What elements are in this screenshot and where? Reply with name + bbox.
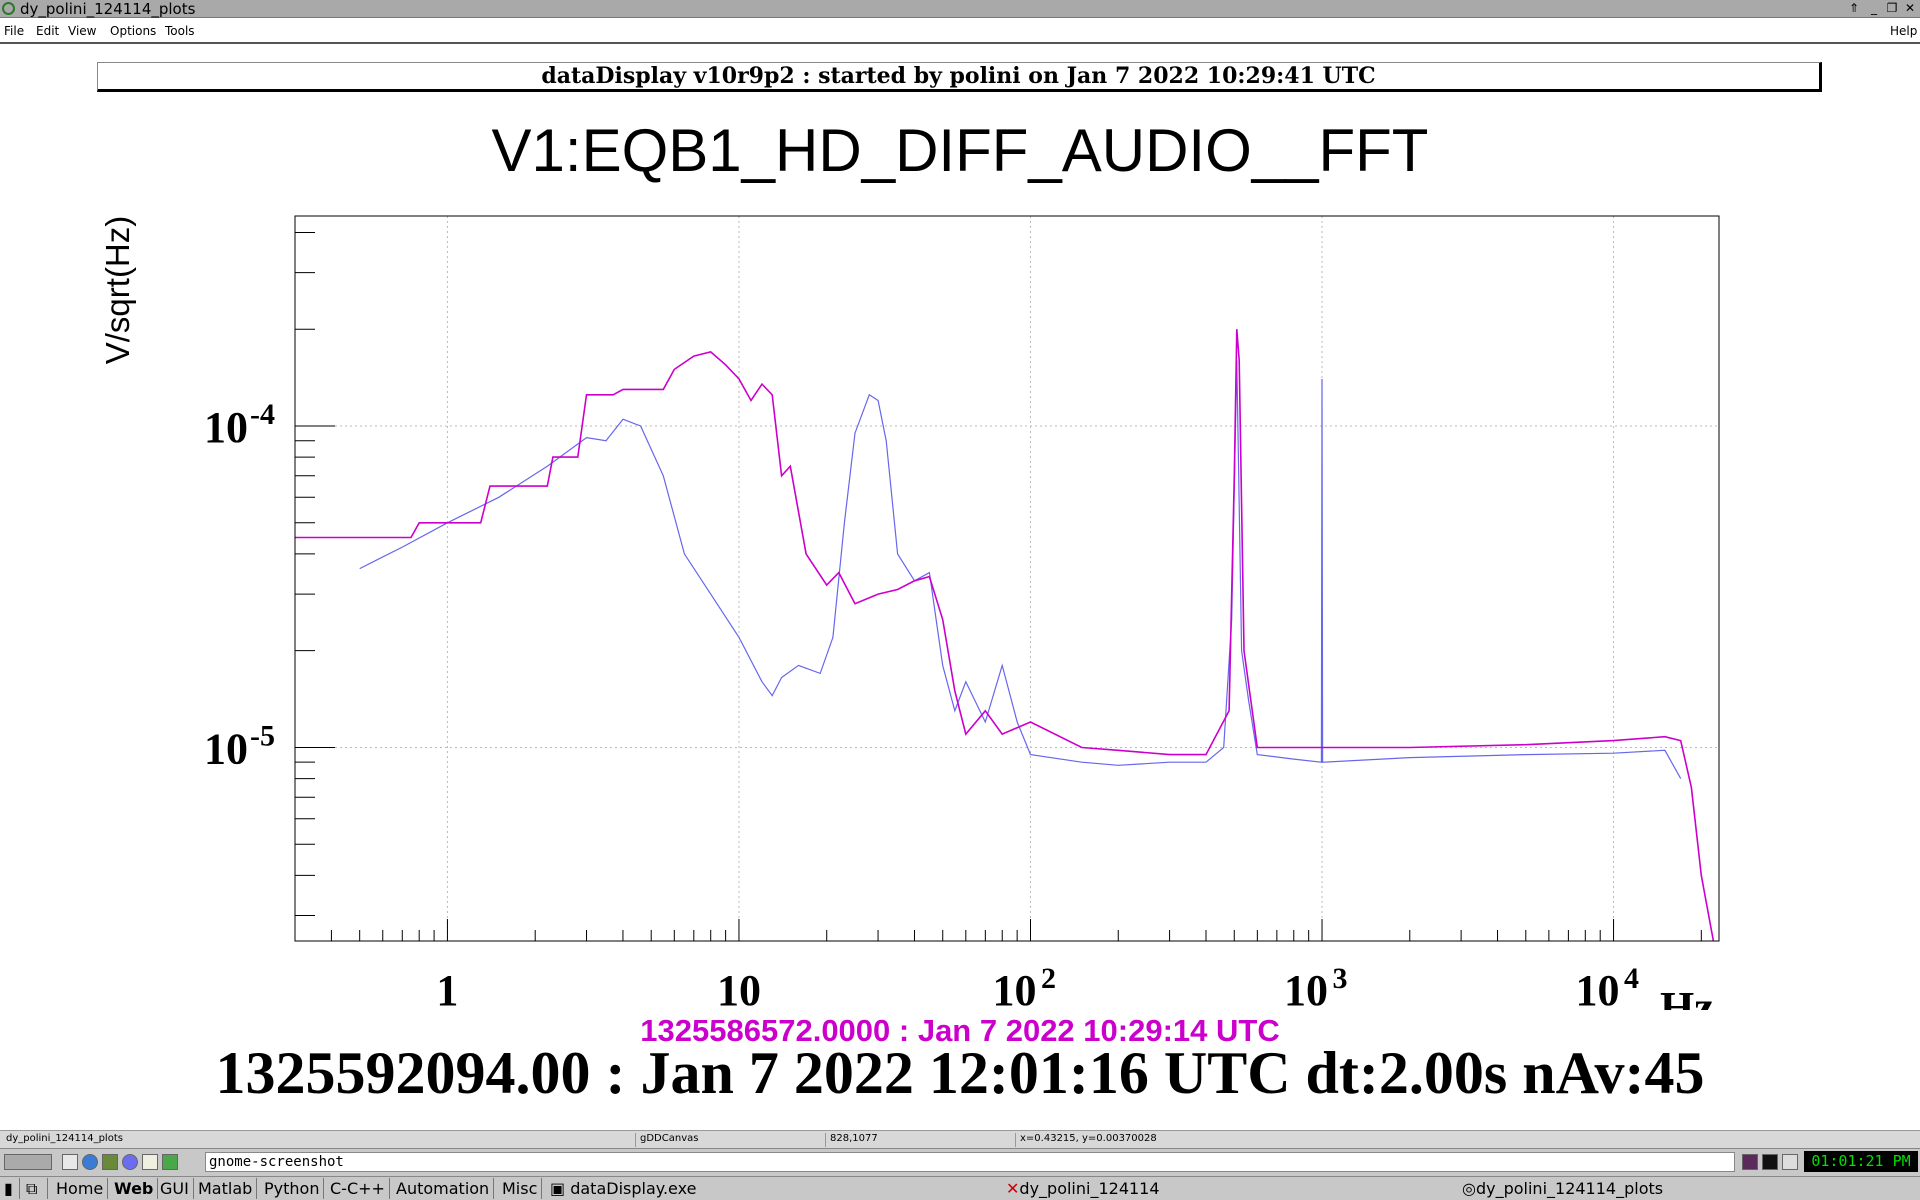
browser-icon[interactable]: [82, 1154, 98, 1170]
reference-timestamp: 1325586572.0000 : Jan 7 2022 10:29:14 UT…: [640, 1013, 1280, 1048]
series-line-2: [295, 329, 1715, 941]
y-tick-exponent: -5: [250, 719, 275, 752]
menu-launcher-icon[interactable]: [4, 1154, 52, 1170]
task-dy-polini-plots-label: dy_polini_124114_plots: [1475, 1179, 1664, 1198]
taskbar-button-gui[interactable]: GUI: [156, 1178, 194, 1199]
datadisplay-banner: dataDisplay v10r9p2 : started by polini …: [97, 62, 1822, 92]
spectrum-plot[interactable]: 1 10 10 2 10 3 10 410 -410 -5 Hz: [0, 0, 1920, 1130]
network-monitor-icon: [1762, 1154, 1778, 1170]
menu-options[interactable]: Options: [110, 24, 157, 38]
taskbar-button-web[interactable]: Web: [110, 1178, 159, 1199]
status-pixel-position: 828,1077: [825, 1133, 878, 1147]
command-input[interactable]: gnome-screenshot: [205, 1152, 1735, 1172]
menu-file[interactable]: File: [4, 24, 25, 38]
status-bar: dy_polini_124114_plots gDDCanvas 828,107…: [0, 1130, 1920, 1148]
x-tick-label: 10: [1576, 966, 1620, 1015]
menu-edit[interactable]: Edit: [36, 24, 60, 38]
window-icon: ▣: [550, 1179, 571, 1198]
plot-canvas[interactable]: [0, 44, 1920, 1130]
menu-help[interactable]: Help: [1890, 24, 1918, 38]
x-window-icon: ✕: [1006, 1179, 1020, 1198]
status-coordinates: x=0.43215, y=0.00370028: [1015, 1133, 1157, 1147]
grid: [295, 216, 1719, 941]
taskbar-button-automation[interactable]: Automation: [392, 1178, 495, 1199]
desktop-icon[interactable]: ▮: [0, 1178, 20, 1199]
app-icon: [2, 2, 15, 15]
task-dy-polini[interactable]: ✕dy_polini_124114: [1006, 1178, 1160, 1199]
task-datadisplay[interactable]: ▣ dataDisplay.exe: [550, 1178, 696, 1199]
x-tick-exponent: 3: [1333, 962, 1348, 995]
taskbar-button-matlab[interactable]: Matlab: [194, 1178, 258, 1199]
pager-icon[interactable]: ⧉: [22, 1178, 48, 1199]
tick-labels: 1 10 10 2 10 3 10 410 -410 -5: [204, 398, 1639, 1015]
cpu-monitor-icon: [1742, 1154, 1758, 1170]
taskbar: ▮ ⧉ Home Web GUI Matlab Python C-C++ Aut…: [0, 1176, 1920, 1200]
task-datadisplay-label: dataDisplay.exe: [570, 1179, 697, 1198]
clock: 01:01:21 PM: [1804, 1151, 1918, 1172]
axis-ticks: [294, 231, 1702, 941]
taskbar-button-misc[interactable]: Misc: [498, 1178, 543, 1199]
y-tick-label: 10: [204, 724, 248, 773]
settings-icon[interactable]: [102, 1154, 118, 1170]
task-dy-polini-plots[interactable]: ◎dy_polini_124114_plots: [1462, 1178, 1663, 1199]
status-object-name: dy_polini_124114_plots: [6, 1133, 123, 1144]
task-dy-polini-label: dy_polini_124114: [1019, 1179, 1160, 1198]
current-timestamp: 1325592094.00 : Jan 7 2022 12:01:16 UTC …: [215, 1040, 1705, 1106]
menu-bar: File Edit View Options Tools Help: [0, 18, 1920, 44]
series-group: [295, 329, 1715, 941]
minimize-button[interactable]: _: [1871, 1, 1877, 15]
taskbar-button-python[interactable]: Python: [260, 1178, 325, 1199]
x-tick-label: 10: [992, 966, 1036, 1015]
y-tick-exponent: -4: [250, 398, 275, 431]
menu-view[interactable]: View: [68, 24, 97, 38]
globe-icon[interactable]: [122, 1154, 138, 1170]
x-tick-exponent: 2: [1041, 962, 1056, 995]
x-tick-label: 1: [436, 966, 458, 1015]
pin-icon[interactable]: ⇑: [1848, 1, 1860, 15]
taskbar-button-c-cpp[interactable]: C-C++: [326, 1178, 390, 1199]
x-tick-exponent: 4: [1624, 962, 1639, 995]
maximize-button[interactable]: ❐: [1886, 1, 1898, 15]
x-axis-unit-label: Hz: [1660, 983, 1714, 1032]
x-tick-label: 10: [717, 966, 761, 1015]
window-titlebar: dy_polini_124114_plots ⇑ _ ❐ ✕: [0, 0, 1920, 18]
window-title: dy_polini_124114_plots: [20, 0, 196, 18]
mail-icon[interactable]: [1782, 1154, 1798, 1170]
series-line-1: [359, 360, 1682, 779]
editor-icon[interactable]: [142, 1154, 158, 1170]
plot-title: V1:EQB1_HD_DIFF_AUDIO__FFT: [491, 117, 1429, 184]
taskbar-button-home[interactable]: Home: [52, 1178, 109, 1199]
plot-frame: [294, 215, 1720, 942]
close-button[interactable]: ✕: [1904, 1, 1916, 15]
x-tick-label: 10: [1284, 966, 1328, 1015]
terminal-icon[interactable]: [62, 1154, 78, 1170]
app-icon-small: ◎: [1462, 1179, 1476, 1198]
y-tick-label: 10: [204, 403, 248, 452]
monitor-icon[interactable]: [162, 1154, 178, 1170]
launcher-bar: gnome-screenshot: [0, 1148, 1920, 1176]
menu-tools[interactable]: Tools: [165, 24, 195, 38]
status-canvas-name: gDDCanvas: [635, 1133, 698, 1147]
